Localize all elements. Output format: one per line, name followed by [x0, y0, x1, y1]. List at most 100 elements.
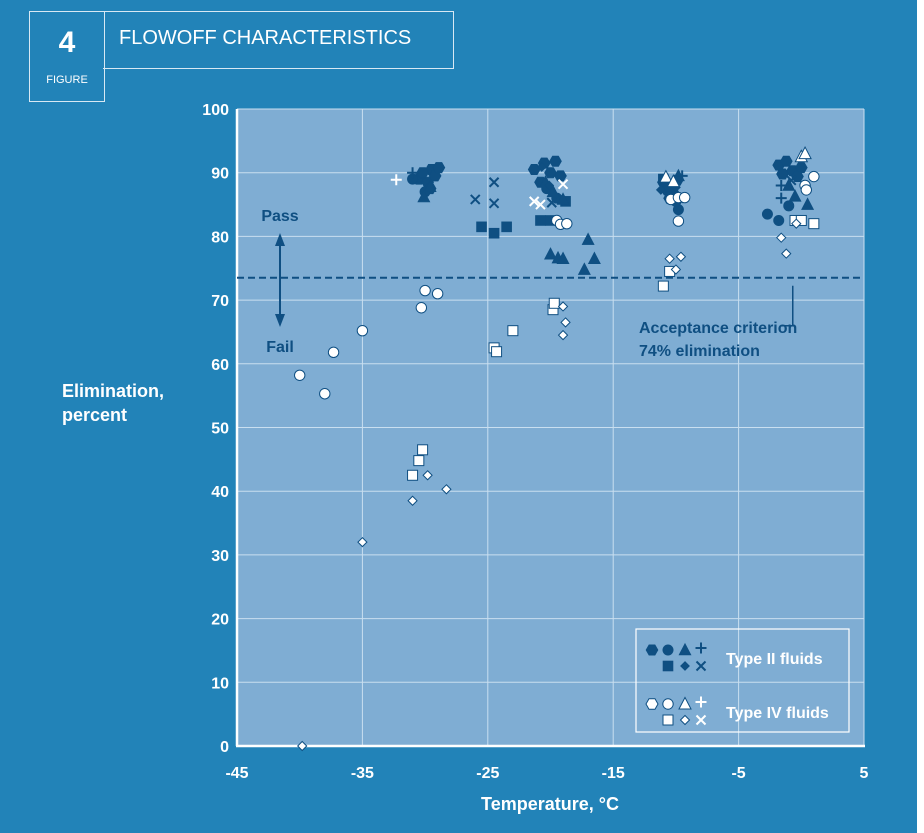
type-iv-cross-point — [528, 196, 540, 207]
y-tick-label: 0 — [220, 739, 229, 756]
type-ii-square-point — [501, 221, 512, 233]
axes — [235, 109, 865, 748]
type-iv-square-point — [407, 469, 419, 481]
type-ii-triangle-point — [544, 247, 557, 260]
type-ii-cross-point — [488, 198, 500, 209]
type-iv-diamond-point — [675, 251, 687, 262]
type-iv-circle-point — [672, 215, 685, 227]
type-ii-cross-point — [470, 194, 481, 205]
type-iv-plus-point — [390, 174, 402, 186]
type-ii-hexagon-point — [779, 155, 793, 167]
type-ii-triangle-point — [577, 262, 591, 275]
type-ii-diamond-point — [536, 162, 547, 172]
type-iv-square-point — [548, 297, 560, 309]
x-tick-label: 5 — [860, 765, 869, 782]
type-ii-cross-point — [786, 175, 797, 186]
figure-title-box: FLOWOFF CHARACTERISTICS — [103, 11, 454, 69]
type-iv-square-point — [413, 455, 425, 467]
y-tick-label: 100 — [202, 102, 229, 119]
type-ii-triangle-point — [423, 179, 437, 193]
type-iv-circle-point — [294, 369, 306, 381]
y-tick-label: 60 — [211, 357, 229, 374]
y-tick-label: 90 — [211, 166, 229, 183]
figure-title: FLOWOFF CHARACTERISTICS — [119, 27, 412, 49]
type-iv-diamond-point — [297, 740, 308, 752]
legend-type-ii-square-marker — [662, 660, 674, 672]
legend-type-iv-label: Type IV fluids — [726, 705, 829, 722]
legend-type-ii-hexagon-marker — [645, 644, 659, 656]
type-iv-circle-point — [678, 191, 691, 204]
y-axis-label-line: percent — [62, 405, 127, 425]
x-tick-label: -25 — [476, 765, 499, 782]
type-iv-diamond-point — [560, 317, 571, 328]
type-iv-circle-point — [327, 346, 340, 359]
legend-type-iv-circle-marker — [662, 698, 674, 710]
criterion-leader — [780, 285, 794, 327]
legend-type-ii-label: Type II fluids — [726, 651, 823, 668]
type-iv-diamond-point — [422, 470, 433, 481]
type-iv-diamond-point — [670, 264, 682, 275]
type-ii-hexagon-point — [432, 162, 446, 174]
type-iv-square-point — [417, 444, 429, 456]
type-iv-diamond-point — [357, 536, 368, 548]
type-iv-triangle-point — [659, 169, 673, 183]
y-tick-label: 70 — [211, 293, 229, 310]
type-iv-diamond-point — [441, 484, 452, 495]
x-tick-label: -35 — [351, 765, 374, 782]
type-iv-circle-point — [415, 302, 428, 314]
type-iv-diamond-point — [407, 495, 418, 506]
type-ii-cross-point — [488, 177, 500, 188]
criterion-label-line1: Acceptance criterion — [639, 320, 797, 337]
type-iv-diamond-point — [557, 301, 569, 312]
legend-type-iv-triangle-marker — [678, 696, 692, 710]
legend-box — [635, 628, 850, 733]
type-ii-circle-point — [761, 208, 773, 220]
type-ii-hexagon-point — [549, 155, 562, 167]
type-ii-hexagon-point — [544, 167, 557, 179]
type-iv-square-point — [657, 280, 669, 292]
type-ii-plus-point — [407, 167, 419, 179]
type-iv-square-point — [507, 325, 519, 337]
type-iv-diamond-point — [791, 218, 802, 229]
legend-type-ii-circle-marker — [662, 644, 674, 656]
type-iv-diamond-point — [776, 232, 787, 243]
pass-fail-indicator: Pass Fail — [261, 208, 298, 356]
acceptance-criterion: Acceptance criterion 74% elimination — [237, 276, 864, 360]
legend-type-iv-diamond-marker — [679, 714, 691, 726]
criterion-label-line2: 74% elimination — [639, 343, 760, 360]
type-ii-triangle-point — [581, 232, 595, 245]
type-iv-diamond-point — [781, 248, 792, 259]
y-axis-label-line: Elimination, — [62, 381, 164, 401]
type-ii-diamond-point — [655, 184, 666, 195]
type-ii-square-point — [535, 215, 546, 226]
type-ii-circle-point — [773, 214, 785, 226]
figure-number-box: 4 FIGURE — [29, 11, 105, 102]
y-tick-label: 30 — [211, 548, 229, 565]
pass-label: Pass — [261, 208, 298, 225]
type-iv-diamond-point — [557, 329, 569, 341]
type-iv-circle-point — [431, 288, 444, 300]
type-ii-hexagon-point — [776, 168, 789, 180]
type-iv-circle-point — [319, 388, 331, 400]
type-ii-square-point — [488, 227, 500, 239]
type-iv-triangle-point — [666, 174, 681, 188]
type-iv-triangle-point — [798, 146, 812, 160]
legend-type-ii-diamond-marker — [680, 661, 690, 671]
type-ii-diamond-point — [544, 180, 555, 191]
x-tick-label: -5 — [731, 765, 745, 782]
y-tick-label: 50 — [211, 421, 229, 438]
legend-type-ii-cross-marker — [695, 660, 707, 672]
type-iv-circle-point — [808, 170, 820, 183]
y-tick-label: 10 — [211, 675, 229, 692]
type-iv-square-point — [491, 346, 503, 358]
y-axis-label: Elimination, percent — [62, 381, 164, 425]
x-tick-label: -45 — [225, 765, 248, 782]
type-iv-circle-point — [561, 217, 573, 230]
fail-arrowhead — [275, 314, 285, 327]
type-ii-triangle-point — [587, 251, 601, 264]
type-ii-plus-point — [676, 170, 688, 182]
x-tick-label: -15 — [602, 765, 625, 782]
type-ii-cross-point — [546, 197, 557, 208]
type-ii-triangle-point — [788, 189, 802, 202]
legend-type-iv-plus-marker — [695, 696, 707, 708]
